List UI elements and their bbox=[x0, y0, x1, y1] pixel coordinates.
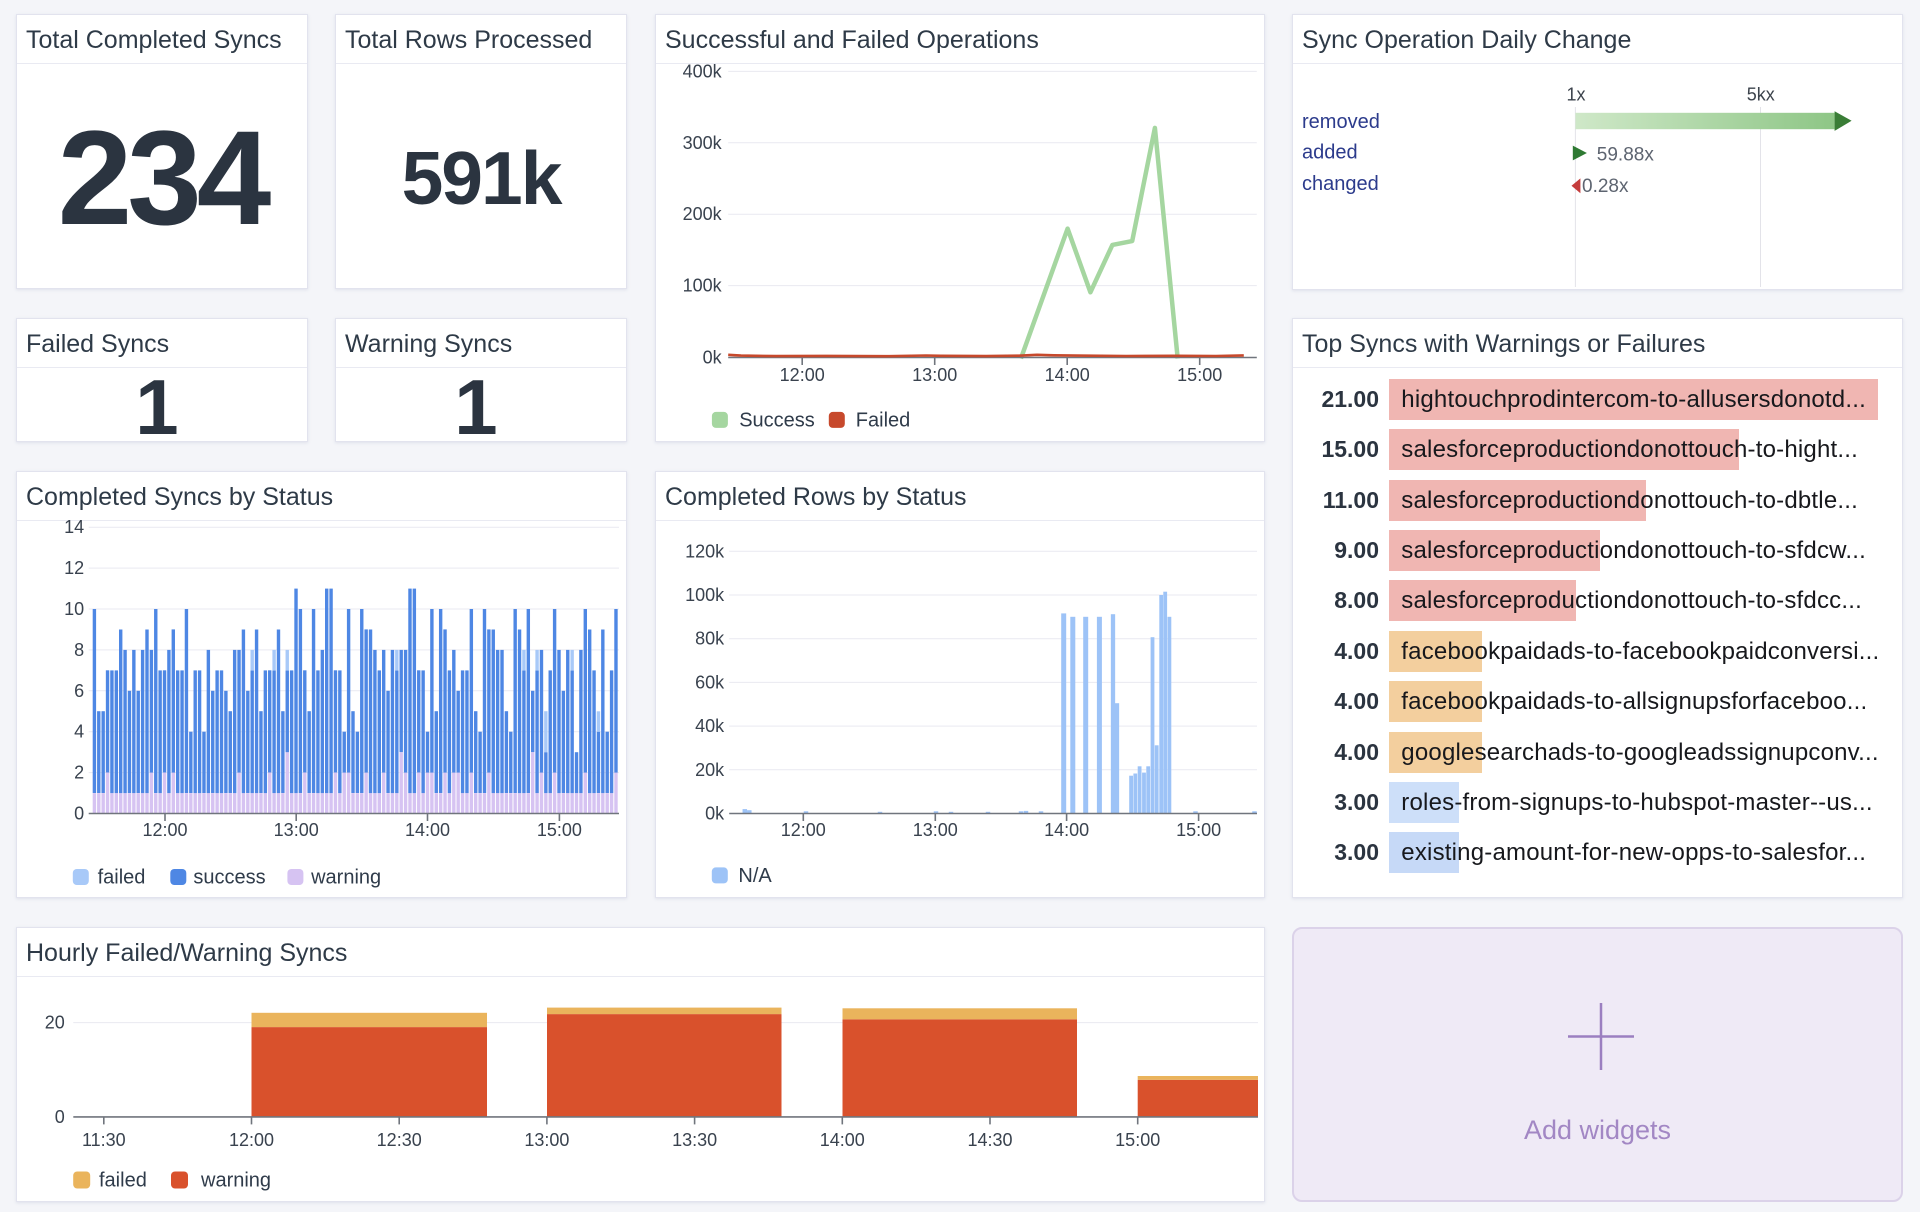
svg-text:120k: 120k bbox=[685, 541, 725, 561]
svg-text:80k: 80k bbox=[695, 629, 725, 649]
svg-text:13:30: 13:30 bbox=[672, 1130, 717, 1150]
svg-text:15:00: 15:00 bbox=[1115, 1130, 1160, 1150]
svg-text:10: 10 bbox=[64, 599, 84, 619]
svg-text:13:00: 13:00 bbox=[913, 820, 958, 840]
svg-text:12:30: 12:30 bbox=[377, 1130, 422, 1150]
svg-text:40k: 40k bbox=[695, 716, 725, 736]
svg-text:Success: Success bbox=[739, 410, 815, 432]
svg-text:400k: 400k bbox=[683, 63, 723, 81]
svg-text:300k: 300k bbox=[683, 133, 723, 153]
svg-text:14:00: 14:00 bbox=[820, 1130, 865, 1150]
svg-text:failed: failed bbox=[99, 1170, 147, 1192]
svg-text:20: 20 bbox=[45, 1013, 65, 1033]
svg-text:200k: 200k bbox=[683, 204, 723, 224]
svg-text:0: 0 bbox=[74, 804, 84, 824]
svg-text:14:00: 14:00 bbox=[405, 820, 450, 840]
svg-text:11:30: 11:30 bbox=[82, 1130, 126, 1150]
svg-text:12: 12 bbox=[64, 558, 84, 578]
svg-text:12:00: 12:00 bbox=[781, 820, 826, 840]
svg-text:success: success bbox=[193, 867, 265, 889]
svg-text:warning: warning bbox=[200, 1170, 271, 1192]
svg-text:12:00: 12:00 bbox=[229, 1130, 274, 1150]
svg-text:5kx: 5kx bbox=[1747, 84, 1775, 104]
svg-text:0.28x: 0.28x bbox=[1582, 176, 1629, 197]
svg-text:Failed: Failed bbox=[856, 410, 910, 432]
svg-text:failed: failed bbox=[98, 867, 146, 889]
svg-text:59.88x: 59.88x bbox=[1597, 144, 1655, 165]
svg-text:12:00: 12:00 bbox=[142, 820, 187, 840]
svg-text:13:00: 13:00 bbox=[274, 820, 319, 840]
svg-text:2: 2 bbox=[74, 763, 84, 783]
svg-text:15:00: 15:00 bbox=[537, 820, 582, 840]
svg-text:6: 6 bbox=[74, 681, 84, 701]
svg-text:warning: warning bbox=[310, 867, 381, 889]
svg-text:4: 4 bbox=[74, 722, 84, 742]
svg-text:8: 8 bbox=[74, 640, 84, 660]
svg-text:14:30: 14:30 bbox=[967, 1130, 1012, 1150]
svg-text:20k: 20k bbox=[695, 760, 725, 780]
svg-text:15:00: 15:00 bbox=[1177, 365, 1222, 385]
svg-text:added: added bbox=[1302, 142, 1358, 164]
svg-text:60k: 60k bbox=[695, 672, 725, 692]
svg-text:0k: 0k bbox=[705, 804, 725, 824]
svg-text:removed: removed bbox=[1302, 111, 1380, 133]
svg-text:13:00: 13:00 bbox=[524, 1130, 569, 1150]
svg-text:14:00: 14:00 bbox=[1044, 820, 1089, 840]
svg-text:14: 14 bbox=[64, 520, 84, 537]
svg-text:14:00: 14:00 bbox=[1045, 365, 1090, 385]
svg-text:1x: 1x bbox=[1566, 84, 1585, 104]
svg-text:100k: 100k bbox=[683, 276, 723, 296]
svg-text:15:00: 15:00 bbox=[1176, 820, 1221, 840]
svg-text:0: 0 bbox=[55, 1107, 65, 1127]
svg-text:100k: 100k bbox=[685, 585, 725, 605]
svg-text:0k: 0k bbox=[703, 348, 723, 368]
svg-text:12:00: 12:00 bbox=[780, 365, 825, 385]
svg-text:13:00: 13:00 bbox=[912, 365, 957, 385]
svg-text:N/A: N/A bbox=[738, 865, 772, 887]
svg-text:changed: changed bbox=[1302, 173, 1379, 195]
